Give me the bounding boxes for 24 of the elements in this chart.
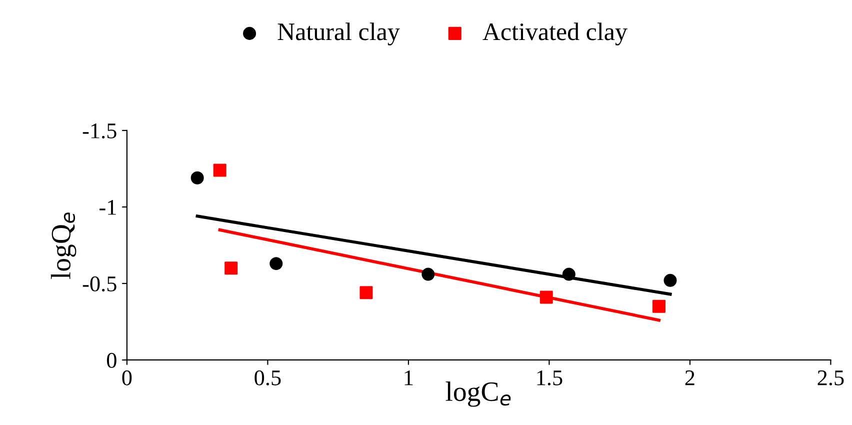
point: [360, 286, 373, 300]
point: [540, 290, 553, 304]
point: [190, 171, 204, 184]
x-tick-label: 0.5: [254, 370, 281, 386]
x-tick-label: 1: [404, 370, 413, 386]
y-tick-label: -1: [100, 200, 116, 215]
point: [270, 257, 283, 270]
x-tick-label: 1.5: [537, 370, 562, 386]
x-tick-label: 2: [685, 370, 694, 386]
point: [422, 268, 435, 281]
point: [213, 164, 226, 177]
point: [664, 274, 677, 287]
y-tick-label: -1.5: [82, 124, 116, 138]
point: [652, 300, 666, 313]
x-axis-title: logC$_{e}$: [446, 382, 511, 407]
y-tick-label: -0.5: [82, 276, 116, 292]
x-tick-label: 0: [122, 370, 132, 386]
point: [224, 262, 238, 275]
legend-label: Activated clay: [482, 22, 628, 46]
y-axis-title: logQ$_{e}$: [50, 212, 76, 279]
point: [562, 268, 576, 281]
x-tick-label: 2.5: [818, 370, 844, 386]
y-tick-label: 0: [106, 352, 116, 368]
legend-label: Natural clay: [278, 22, 400, 46]
